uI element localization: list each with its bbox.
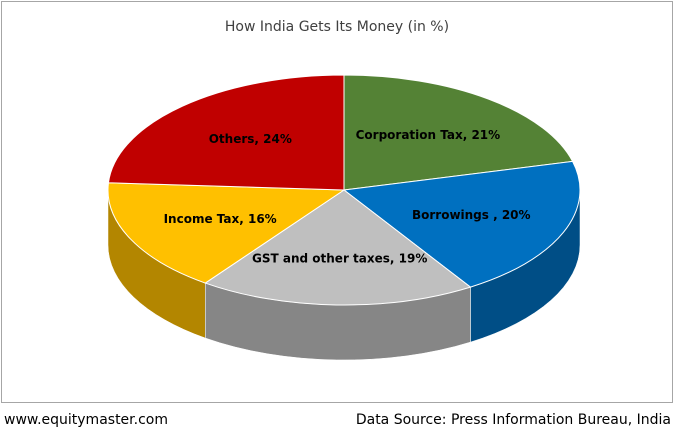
footer-left: www.equitymaster.com — [4, 412, 168, 428]
pie: Corporation Tax, 21% Borrowings , 20% GST … — [107, 74, 581, 361]
data-label: Income Tax, 16% — [164, 212, 277, 226]
data-label: Corporation Tax, 21% — [356, 128, 501, 142]
slice — [204, 189, 472, 306]
data-label: GST and other taxes, 19% — [252, 251, 427, 265]
slice — [107, 74, 345, 191]
footer-right: Data Source: Press Information Bureau, I… — [356, 412, 671, 428]
slice — [107, 182, 346, 284]
chart-title: How India Gets Its Money (in %) — [225, 19, 449, 35]
data-label: Borrowings , 20% — [412, 208, 531, 222]
slice — [343, 74, 574, 191]
slice — [342, 160, 581, 288]
data-label: Others, 24% — [209, 132, 292, 146]
